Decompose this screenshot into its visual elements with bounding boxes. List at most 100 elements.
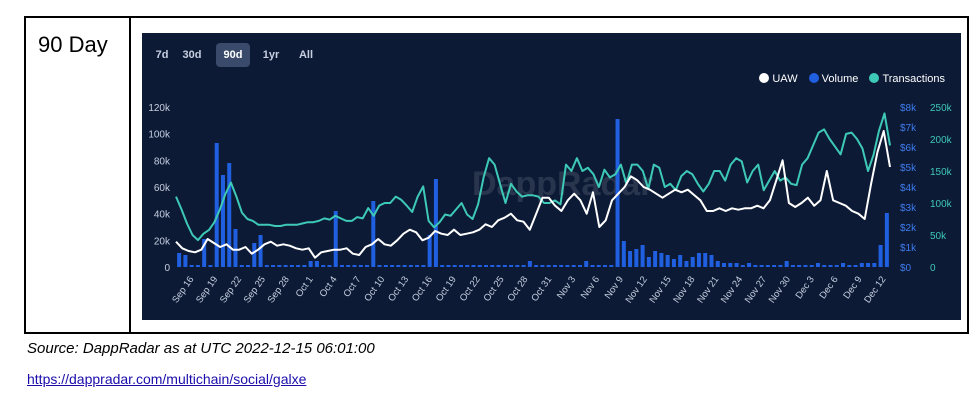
volume-bar[interactable] [784,261,789,267]
volume-bar[interactable] [690,257,695,267]
volume-bar[interactable] [671,259,676,267]
volume-bar[interactable] [722,263,727,267]
legend-item-uaw[interactable]: UAW [759,73,798,85]
volume-bar[interactable] [822,265,827,267]
volume-bar[interactable] [665,255,670,267]
volume-bar[interactable] [847,265,852,267]
volume-bar[interactable] [747,263,752,267]
volume-bar[interactable] [452,265,457,267]
volume-bar[interactable] [715,261,720,267]
volume-bar[interactable] [458,265,463,267]
volume-bar[interactable] [183,255,188,267]
legend-item-transactions[interactable]: Transactions [869,73,945,85]
source-link[interactable]: https://dappradar.com/multichain/social/… [27,371,307,387]
volume-bar[interactable] [427,235,432,267]
volume-bar[interactable] [233,229,238,267]
volume-bar[interactable] [534,265,539,267]
volume-bar[interactable] [834,265,839,267]
volume-bar[interactable] [377,265,382,267]
volume-bar[interactable] [515,265,520,267]
volume-bar[interactable] [646,257,651,267]
volume-bar[interactable] [327,265,332,267]
volume-bar[interactable] [296,265,301,267]
volume-bar[interactable] [552,265,557,267]
tab-90d[interactable]: 90d [216,43,250,67]
transactions-line[interactable] [175,112,891,242]
volume-bar[interactable] [415,265,420,267]
volume-bar[interactable] [277,265,282,267]
volume-bar[interactable] [709,255,714,267]
volume-bar[interactable] [797,265,802,267]
tab-all[interactable]: All [298,49,314,61]
volume-bar[interactable] [872,263,877,267]
volume-bar[interactable] [252,243,257,267]
volume-bar[interactable] [289,265,294,267]
volume-bar[interactable] [841,263,846,267]
volume-bar[interactable] [189,265,194,267]
volume-bar[interactable] [546,265,551,267]
volume-bar[interactable] [653,251,658,267]
volume-bar[interactable] [527,261,532,267]
volume-bar[interactable] [264,265,269,267]
volume-bar[interactable] [565,265,570,267]
volume-bar[interactable] [678,255,683,267]
volume-bar[interactable] [790,265,795,267]
volume-bar[interactable] [220,175,225,267]
volume-bar[interactable] [214,143,219,267]
volume-bar[interactable] [571,265,576,267]
volume-bar[interactable] [640,245,645,267]
volume-bar[interactable] [509,265,514,267]
volume-bar[interactable] [603,265,608,267]
volume-bar[interactable] [853,265,858,267]
volume-bar[interactable] [584,261,589,267]
volume-bar[interactable] [283,265,288,267]
legend-item-volume[interactable]: Volume [808,73,858,85]
volume-bar[interactable] [884,213,889,267]
volume-bar[interactable] [371,201,376,267]
volume-bar[interactable] [778,265,783,267]
volume-bar[interactable] [659,253,664,267]
volume-bar[interactable] [239,265,244,267]
volume-bar[interactable] [621,241,626,267]
volume-bar[interactable] [859,263,864,267]
volume-bar[interactable] [815,263,820,267]
volume-bar[interactable] [753,265,758,267]
volume-bar[interactable] [321,265,326,267]
volume-bar[interactable] [540,265,545,267]
tab-30d[interactable]: 30d [182,49,202,61]
volume-bar[interactable] [333,211,338,267]
volume-bar[interactable] [227,163,232,267]
volume-bar[interactable] [634,249,639,267]
volume-bar[interactable] [339,265,344,267]
uaw-line[interactable] [175,130,891,259]
volume-bar[interactable] [390,265,395,267]
volume-bar[interactable] [446,265,451,267]
volume-bar[interactable] [208,265,213,267]
volume-bar[interactable] [302,265,307,267]
volume-bar[interactable] [703,253,708,267]
volume-bar[interactable] [496,265,501,267]
tab-1yr[interactable]: 1yr [262,49,280,61]
volume-bar[interactable] [484,265,489,267]
volume-bar[interactable] [765,265,770,267]
volume-bar[interactable] [615,119,620,267]
volume-bar[interactable] [352,265,357,267]
volume-bar[interactable] [521,265,526,267]
volume-bar[interactable] [465,265,470,267]
volume-bar[interactable] [609,265,614,267]
volume-bar[interactable] [759,265,764,267]
volume-bar[interactable] [202,239,207,267]
volume-bar[interactable] [314,261,319,267]
volume-bar[interactable] [195,265,200,267]
volume-bar[interactable] [684,261,689,267]
volume-bar[interactable] [358,265,363,267]
volume-bar[interactable] [772,265,777,267]
volume-bar[interactable] [177,253,182,267]
volume-bar[interactable] [878,245,883,267]
volume-bar[interactable] [271,265,276,267]
volume-bar[interactable] [590,265,595,267]
tab-7d[interactable]: 7d [155,49,169,61]
volume-bar[interactable] [628,251,633,267]
volume-bar[interactable] [803,265,808,267]
volume-bar[interactable] [396,265,401,267]
